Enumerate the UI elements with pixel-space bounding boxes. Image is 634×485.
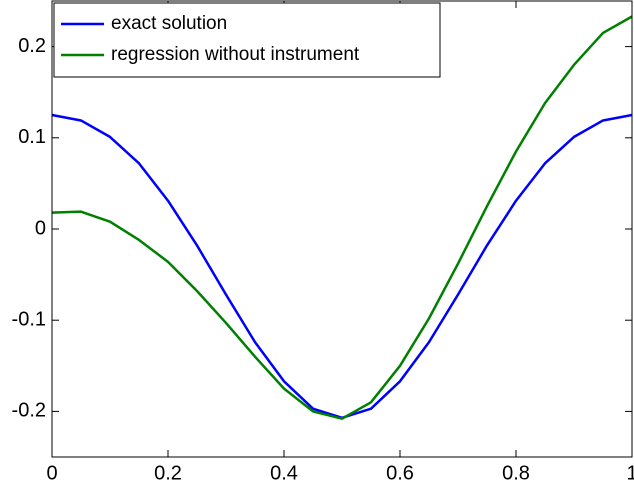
x-tick-label: 0.2: [154, 462, 182, 484]
y-tick-label: 0.2: [18, 35, 46, 57]
x-tick-label: 0.8: [502, 462, 530, 484]
y-tick-label: -0.1: [12, 308, 46, 330]
x-tick-label: 0: [46, 462, 57, 484]
axes-box: [51, 0, 633, 458]
y-tick-label: 0: [35, 217, 46, 239]
series-line: [51, 15, 633, 420]
legend-label: regression without instrument: [111, 44, 360, 65]
y-tick-label: -0.2: [12, 400, 46, 422]
y-tick-label: 0.1: [18, 126, 46, 148]
legend-box: [53, 2, 441, 78]
x-tick-label: 1: [626, 462, 634, 484]
x-tick-label: 0.4: [270, 462, 298, 484]
legend: exact solution regression without instrum…: [53, 2, 441, 78]
x-tick-label: 0.6: [386, 462, 414, 484]
legend-label: exact solution: [111, 13, 227, 34]
